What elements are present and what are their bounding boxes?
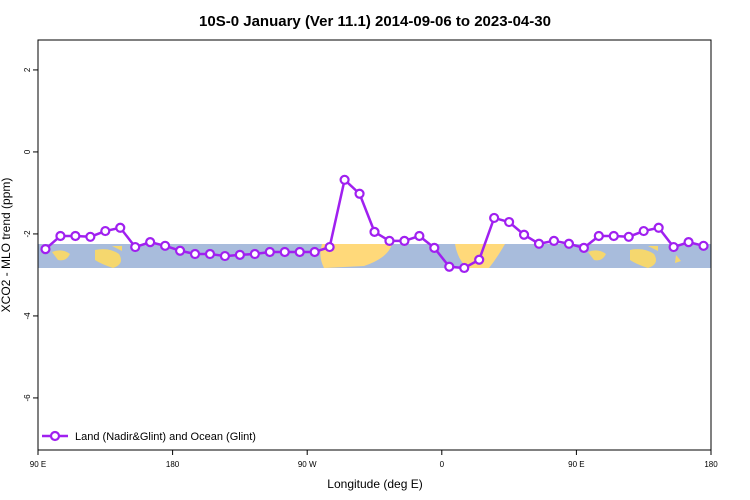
- data-point: [160, 240, 171, 251]
- data-point: [548, 235, 560, 246]
- x-tick-label: 90 E: [30, 460, 46, 469]
- data-point: [189, 248, 201, 260]
- legend-marker: [49, 430, 61, 442]
- data-point: [70, 230, 81, 242]
- data-point: [339, 174, 350, 185]
- data-point: [249, 248, 260, 260]
- data-point: [489, 212, 500, 224]
- y-tick-label: -6: [23, 394, 32, 402]
- data-point: [309, 246, 320, 258]
- data-point: [115, 222, 126, 233]
- data-point: [234, 249, 245, 260]
- data-point: [40, 244, 51, 255]
- x-axis-label: Longitude (deg E): [327, 477, 422, 491]
- data-point: [414, 230, 425, 242]
- plot-frame: [37, 39, 712, 451]
- y-tick-label: -2: [23, 230, 32, 238]
- y-tick-label: 0: [23, 149, 32, 154]
- data-point: [294, 246, 305, 258]
- x-tick-label: 90 E: [568, 460, 584, 469]
- data-point: [518, 229, 530, 240]
- data-point: [653, 222, 664, 233]
- data-point: [429, 242, 440, 253]
- data-point: [130, 241, 141, 253]
- data-point: [533, 238, 545, 249]
- x-tick-label: 180: [166, 460, 180, 469]
- data-point: [444, 261, 455, 272]
- data-point: [204, 248, 216, 260]
- x-tick-label: 0: [440, 460, 445, 469]
- data-point: [668, 241, 679, 253]
- y-tick-label: -4: [23, 312, 32, 320]
- data-point: [145, 237, 156, 248]
- data-point: [324, 241, 335, 253]
- data-point: [623, 231, 634, 242]
- data-point: [100, 225, 111, 237]
- data-point: [354, 188, 365, 199]
- data-point: [279, 246, 290, 258]
- y-axis-label: XCO2 - MLO trend (ppm): [0, 178, 13, 313]
- data-point: [264, 246, 275, 258]
- data-point: [474, 254, 485, 265]
- x-tick-label: 90 W: [298, 460, 317, 469]
- legend-label: Land (Nadir&Glint) and Ocean (Glint): [75, 431, 256, 443]
- data-point: [174, 245, 186, 256]
- data-point: [85, 231, 96, 242]
- data-point: [459, 262, 470, 274]
- data-point: [219, 250, 231, 262]
- data-point: [504, 216, 515, 228]
- data-point: [563, 238, 575, 249]
- chart-title: 10S-0 January (Ver 11.1) 2014-09-06 to 2…: [199, 13, 551, 30]
- data-point: [638, 225, 649, 237]
- data-point: [683, 237, 694, 248]
- data-point: [578, 242, 589, 253]
- data-point: [369, 226, 380, 237]
- data-point: [399, 235, 410, 246]
- x-tick-label: 180: [704, 460, 718, 469]
- data-point: [55, 230, 66, 242]
- data-point: [593, 230, 604, 242]
- data-point: [384, 235, 395, 246]
- data-point: [698, 240, 709, 251]
- data-point: [608, 230, 619, 242]
- y-tick-label: 2: [23, 67, 32, 72]
